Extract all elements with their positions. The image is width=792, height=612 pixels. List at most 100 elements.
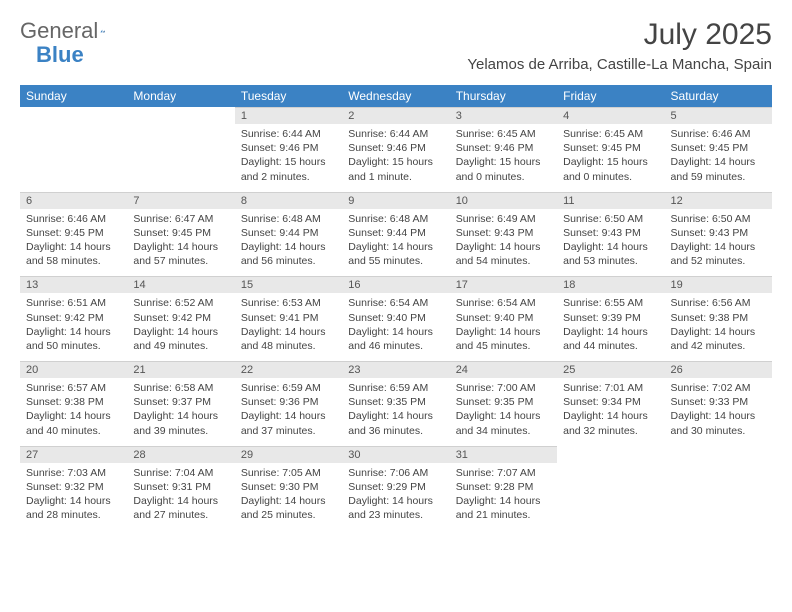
day-cell: Sunrise: 7:05 AMSunset: 9:30 PMDaylight:… — [235, 463, 342, 531]
day-cell: Sunrise: 6:51 AMSunset: 9:42 PMDaylight:… — [20, 293, 127, 361]
sunrise-line: Sunrise: 6:44 AM — [241, 127, 336, 141]
sunrise-line: Sunrise: 6:44 AM — [348, 127, 443, 141]
calendar-cell: 18Sunrise: 6:55 AMSunset: 9:39 PMDayligh… — [557, 276, 664, 361]
day-number: 28 — [127, 446, 234, 463]
daylight-line: Daylight: 14 hours and 50 minutes. — [26, 325, 121, 353]
brand-text-general: General — [20, 18, 98, 44]
sunset-line: Sunset: 9:43 PM — [563, 226, 658, 240]
daylight-line: Daylight: 14 hours and 46 minutes. — [348, 325, 443, 353]
day-number: 8 — [235, 192, 342, 209]
day-number: 15 — [235, 276, 342, 293]
day-cell: Sunrise: 6:52 AMSunset: 9:42 PMDaylight:… — [127, 293, 234, 361]
daylight-line: Daylight: 14 hours and 23 minutes. — [348, 494, 443, 522]
calendar-table: SundayMondayTuesdayWednesdayThursdayFrid… — [20, 85, 772, 530]
daylight-line: Daylight: 14 hours and 36 minutes. — [348, 409, 443, 437]
day-cell: Sunrise: 6:54 AMSunset: 9:40 PMDaylight:… — [342, 293, 449, 361]
daylight-line: Daylight: 14 hours and 28 minutes. — [26, 494, 121, 522]
day-number: 19 — [665, 276, 772, 293]
sunset-line: Sunset: 9:45 PM — [563, 141, 658, 155]
daylight-line: Daylight: 15 hours and 2 minutes. — [241, 155, 336, 183]
sunrise-line: Sunrise: 6:48 AM — [348, 212, 443, 226]
day-number: 12 — [665, 192, 772, 209]
day-header: Thursday — [450, 85, 557, 107]
day-number — [127, 107, 234, 123]
day-cell: Sunrise: 6:54 AMSunset: 9:40 PMDaylight:… — [450, 293, 557, 361]
calendar-header-row: SundayMondayTuesdayWednesdayThursdayFrid… — [20, 85, 772, 107]
sunrise-line: Sunrise: 6:55 AM — [563, 296, 658, 310]
day-number: 7 — [127, 192, 234, 209]
daylight-line: Daylight: 14 hours and 48 minutes. — [241, 325, 336, 353]
calendar-cell — [20, 107, 127, 192]
daylight-line: Daylight: 14 hours and 25 minutes. — [241, 494, 336, 522]
day-number: 27 — [20, 446, 127, 463]
sunrise-line: Sunrise: 6:54 AM — [456, 296, 551, 310]
daylight-line: Daylight: 14 hours and 56 minutes. — [241, 240, 336, 268]
day-number: 5 — [665, 107, 772, 124]
sunrise-line: Sunrise: 7:02 AM — [671, 381, 766, 395]
sunset-line: Sunset: 9:35 PM — [456, 395, 551, 409]
calendar-cell: 2Sunrise: 6:44 AMSunset: 9:46 PMDaylight… — [342, 107, 449, 192]
sunset-line: Sunset: 9:32 PM — [26, 480, 121, 494]
sunrise-line: Sunrise: 6:59 AM — [241, 381, 336, 395]
day-number: 17 — [450, 276, 557, 293]
day-cell: Sunrise: 6:50 AMSunset: 9:43 PMDaylight:… — [665, 209, 772, 277]
sunset-line: Sunset: 9:43 PM — [671, 226, 766, 240]
day-number: 23 — [342, 361, 449, 378]
sunset-line: Sunset: 9:46 PM — [348, 141, 443, 155]
sunset-line: Sunset: 9:42 PM — [133, 311, 228, 325]
day-cell: Sunrise: 6:49 AMSunset: 9:43 PMDaylight:… — [450, 209, 557, 277]
daylight-line: Daylight: 15 hours and 1 minute. — [348, 155, 443, 183]
sunrise-line: Sunrise: 6:46 AM — [26, 212, 121, 226]
calendar-cell: 26Sunrise: 7:02 AMSunset: 9:33 PMDayligh… — [665, 361, 772, 446]
calendar-cell: 28Sunrise: 7:04 AMSunset: 9:31 PMDayligh… — [127, 446, 234, 531]
daylight-line: Daylight: 14 hours and 45 minutes. — [456, 325, 551, 353]
day-number: 11 — [557, 192, 664, 209]
calendar-cell: 9Sunrise: 6:48 AMSunset: 9:44 PMDaylight… — [342, 192, 449, 277]
day-number: 4 — [557, 107, 664, 124]
calendar-cell: 22Sunrise: 6:59 AMSunset: 9:36 PMDayligh… — [235, 361, 342, 446]
sunrise-line: Sunrise: 6:59 AM — [348, 381, 443, 395]
calendar-cell: 19Sunrise: 6:56 AMSunset: 9:38 PMDayligh… — [665, 276, 772, 361]
daylight-line: Daylight: 14 hours and 42 minutes. — [671, 325, 766, 353]
sunset-line: Sunset: 9:38 PM — [671, 311, 766, 325]
calendar-cell: 24Sunrise: 7:00 AMSunset: 9:35 PMDayligh… — [450, 361, 557, 446]
day-cell: Sunrise: 6:56 AMSunset: 9:38 PMDaylight:… — [665, 293, 772, 361]
day-cell — [127, 123, 234, 181]
daylight-line: Daylight: 14 hours and 59 minutes. — [671, 155, 766, 183]
day-cell — [557, 462, 664, 520]
day-cell: Sunrise: 6:59 AMSunset: 9:36 PMDaylight:… — [235, 378, 342, 446]
day-cell: Sunrise: 6:58 AMSunset: 9:37 PMDaylight:… — [127, 378, 234, 446]
day-cell: Sunrise: 7:01 AMSunset: 9:34 PMDaylight:… — [557, 378, 664, 446]
day-header: Friday — [557, 85, 664, 107]
title-block: July 2025 Yelamos de Arriba, Castille-La… — [467, 18, 772, 79]
calendar-cell — [557, 446, 664, 531]
sunrise-line: Sunrise: 7:04 AM — [133, 466, 228, 480]
calendar-cell: 4Sunrise: 6:45 AMSunset: 9:45 PMDaylight… — [557, 107, 664, 192]
calendar-cell: 20Sunrise: 6:57 AMSunset: 9:38 PMDayligh… — [20, 361, 127, 446]
day-cell: Sunrise: 6:47 AMSunset: 9:45 PMDaylight:… — [127, 209, 234, 277]
day-number: 13 — [20, 276, 127, 293]
calendar-cell — [127, 107, 234, 192]
sunrise-line: Sunrise: 7:06 AM — [348, 466, 443, 480]
day-number — [665, 446, 772, 462]
daylight-line: Daylight: 14 hours and 37 minutes. — [241, 409, 336, 437]
day-cell: Sunrise: 7:07 AMSunset: 9:28 PMDaylight:… — [450, 463, 557, 531]
sunset-line: Sunset: 9:46 PM — [241, 141, 336, 155]
sunrise-line: Sunrise: 6:51 AM — [26, 296, 121, 310]
day-number: 20 — [20, 361, 127, 378]
day-number — [20, 107, 127, 123]
day-cell: Sunrise: 6:48 AMSunset: 9:44 PMDaylight:… — [235, 209, 342, 277]
day-cell — [665, 462, 772, 520]
daylight-line: Daylight: 14 hours and 21 minutes. — [456, 494, 551, 522]
calendar-cell: 1Sunrise: 6:44 AMSunset: 9:46 PMDaylight… — [235, 107, 342, 192]
calendar-cell: 13Sunrise: 6:51 AMSunset: 9:42 PMDayligh… — [20, 276, 127, 361]
daylight-line: Daylight: 14 hours and 34 minutes. — [456, 409, 551, 437]
sunrise-line: Sunrise: 7:03 AM — [26, 466, 121, 480]
brand-text-blue: Blue — [36, 42, 84, 68]
sunrise-line: Sunrise: 6:50 AM — [563, 212, 658, 226]
day-cell: Sunrise: 6:55 AMSunset: 9:39 PMDaylight:… — [557, 293, 664, 361]
sunset-line: Sunset: 9:39 PM — [563, 311, 658, 325]
calendar-cell: 31Sunrise: 7:07 AMSunset: 9:28 PMDayligh… — [450, 446, 557, 531]
sunrise-line: Sunrise: 6:50 AM — [671, 212, 766, 226]
day-header: Wednesday — [342, 85, 449, 107]
